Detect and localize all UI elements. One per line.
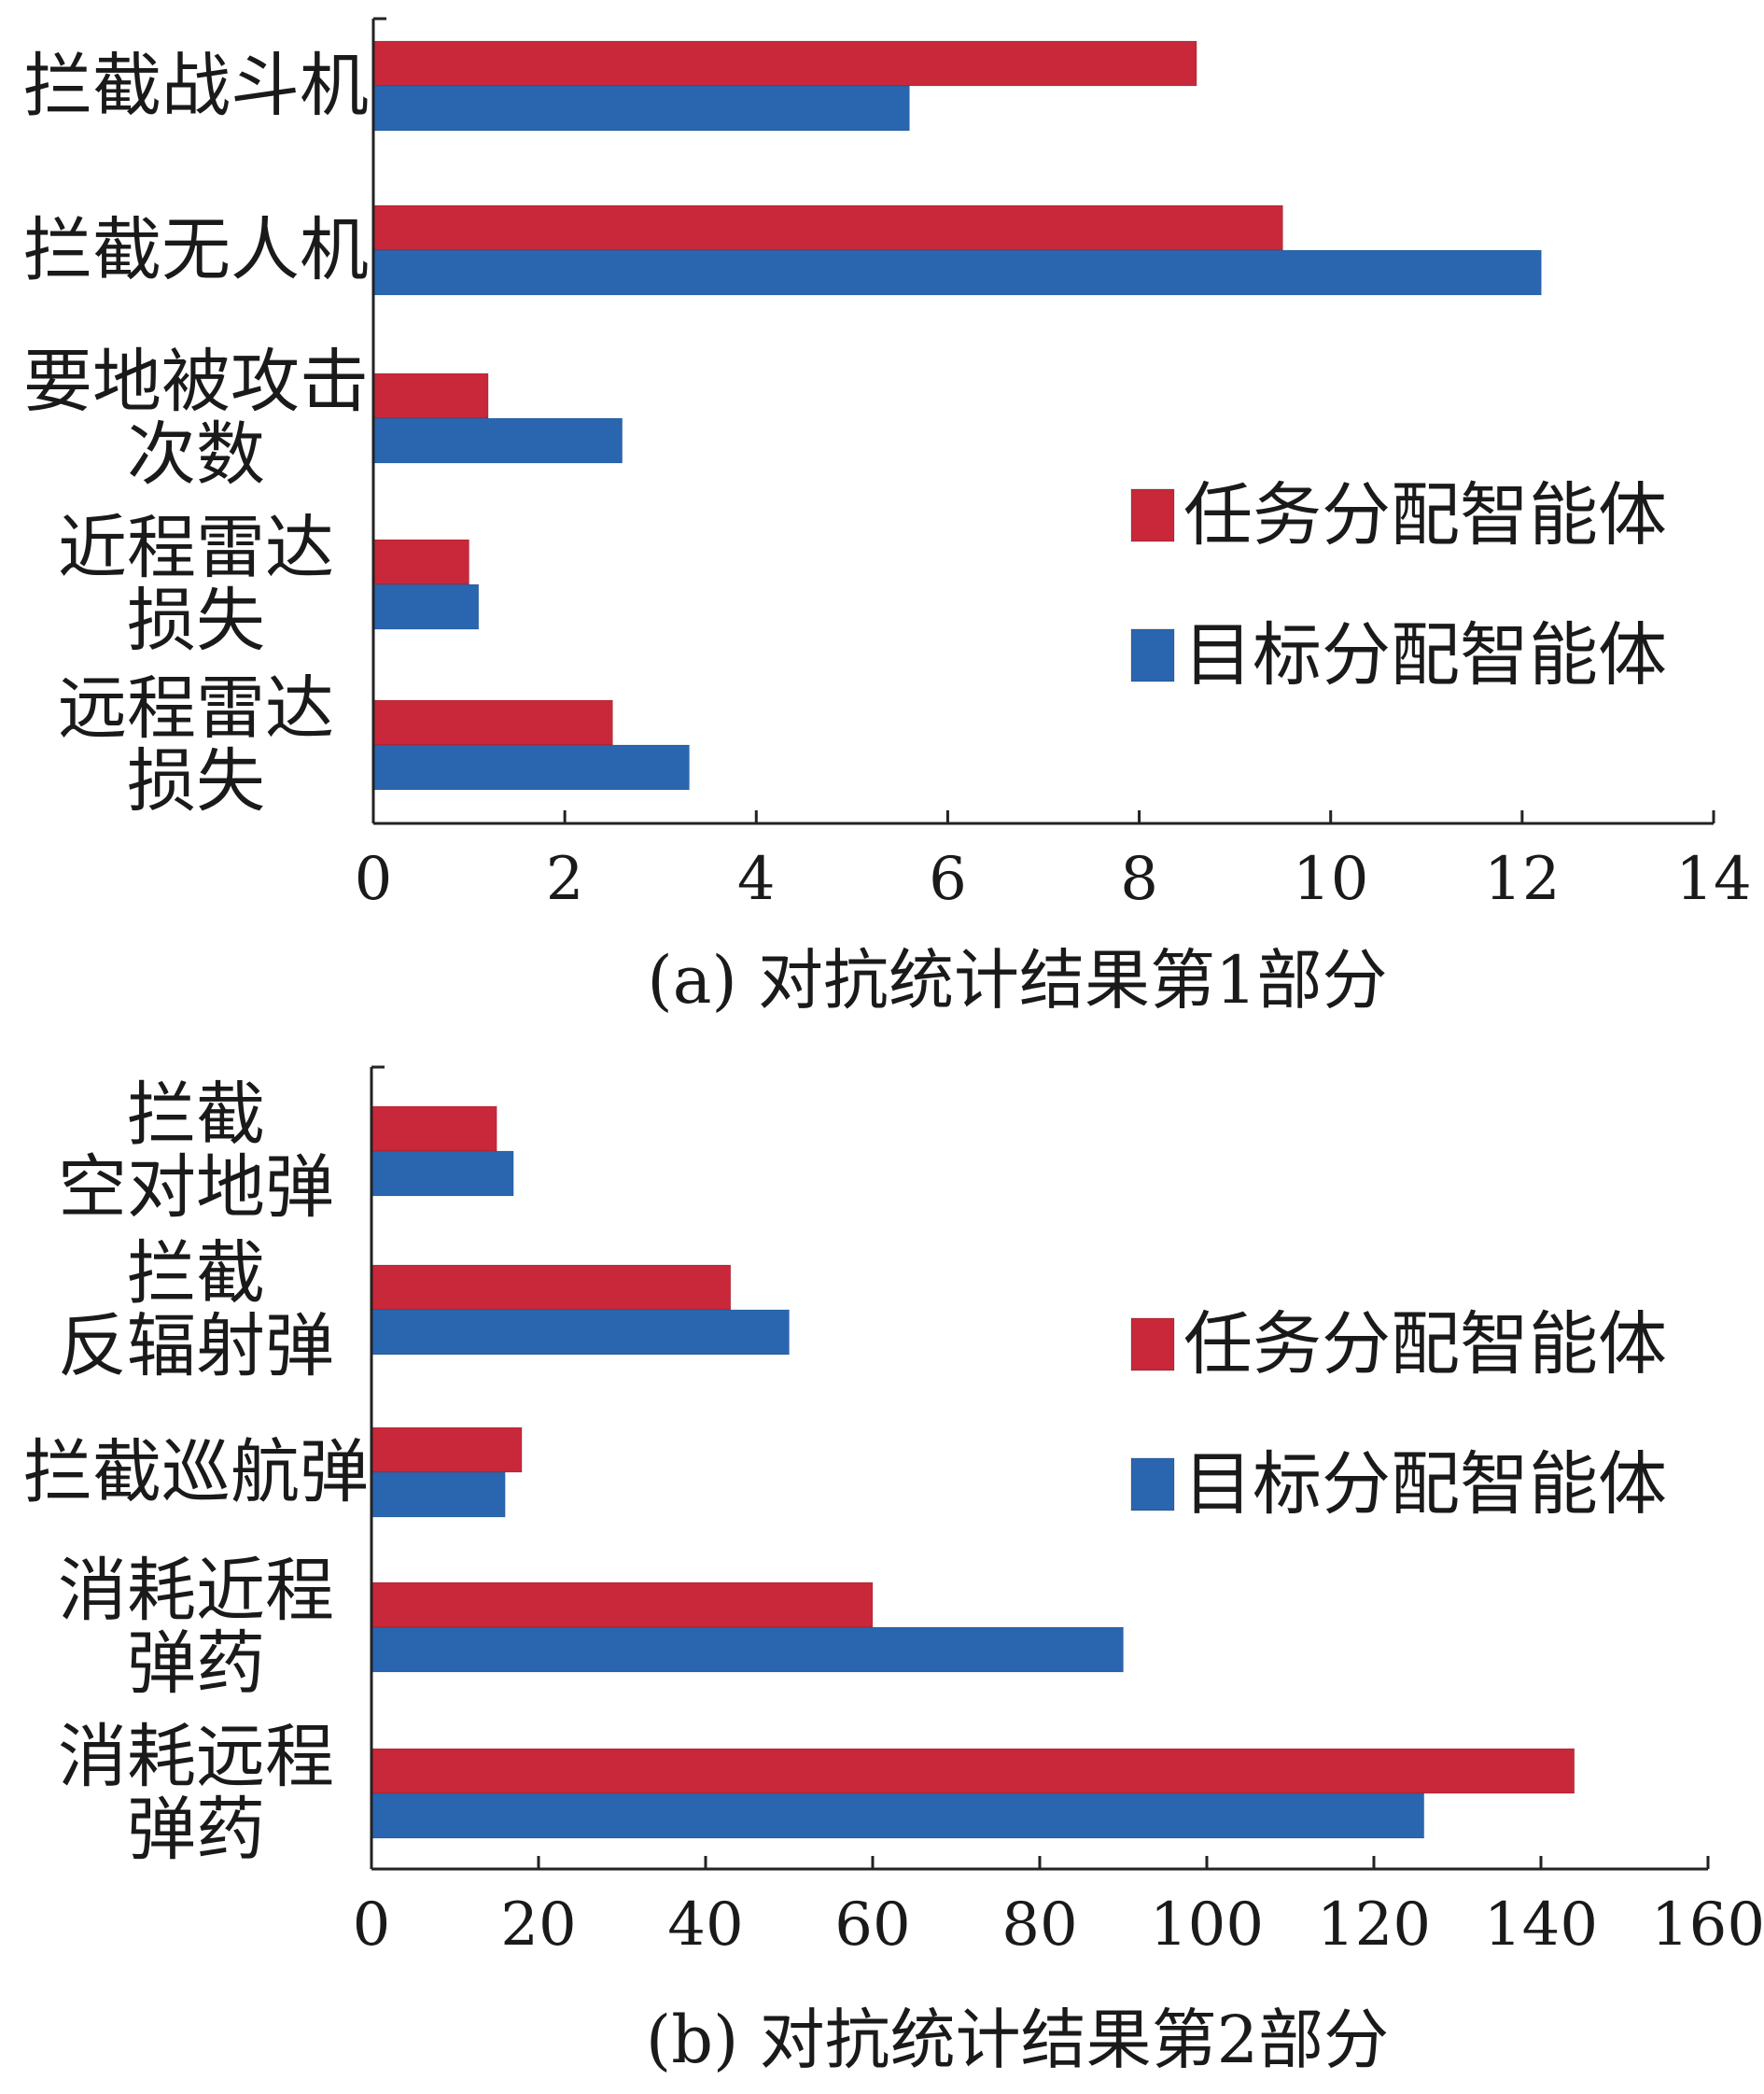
bar-target-1 bbox=[371, 1309, 790, 1356]
bar-task-2 bbox=[372, 372, 489, 419]
category-label-4-0: 远程雷达 bbox=[58, 668, 334, 749]
bar-task-4 bbox=[372, 699, 613, 746]
legend-swatch-target bbox=[1130, 628, 1175, 682]
bar-target-4 bbox=[371, 1792, 1425, 1839]
bar-target-0 bbox=[372, 85, 910, 132]
x-tick-label-6: 120 bbox=[1317, 1890, 1431, 1960]
x-tick-label-2: 4 bbox=[737, 845, 776, 914]
bar-task-4 bbox=[371, 1748, 1575, 1794]
category-label-2-0: 要地被攻击 bbox=[23, 342, 369, 422]
bar-task-0 bbox=[371, 1105, 497, 1152]
category-label-4-1: 损失 bbox=[127, 741, 265, 822]
category-label-4-1: 弹药 bbox=[127, 1790, 265, 1870]
category-label-3-1: 损失 bbox=[127, 581, 265, 661]
bar-task-3 bbox=[371, 1581, 874, 1628]
category-label-3-0: 近程雷达 bbox=[58, 508, 334, 588]
x-tick-label-7: 140 bbox=[1484, 1890, 1598, 1960]
bar-task-2 bbox=[371, 1426, 523, 1473]
chart-caption: (a) 对抗统计结果第1部分 bbox=[647, 942, 1387, 1019]
legend-swatch-target bbox=[1130, 1457, 1175, 1511]
category-label-3-1: 弹药 bbox=[127, 1623, 265, 1704]
x-tick-label-0: 0 bbox=[353, 1890, 391, 1960]
x-tick-label-6: 12 bbox=[1484, 845, 1560, 914]
bar-task-1 bbox=[371, 1264, 732, 1311]
category-label-0-0: 拦截战斗机 bbox=[23, 46, 369, 126]
legend-label-target: 目标分配智能体 bbox=[1183, 1444, 1667, 1525]
bar-target-3 bbox=[372, 583, 480, 630]
category-label-1-1: 反辐射弹 bbox=[58, 1306, 334, 1386]
x-tick-label-0: 0 bbox=[355, 845, 393, 914]
x-tick-label-3: 60 bbox=[834, 1890, 910, 1960]
category-label-3-0: 消耗近程 bbox=[58, 1551, 334, 1631]
legend-label-task: 任务分配智能体 bbox=[1183, 475, 1667, 555]
legend-swatch-task bbox=[1130, 1317, 1175, 1371]
legend-swatch-task bbox=[1130, 488, 1175, 542]
category-label-0-1: 空对地弹 bbox=[58, 1147, 334, 1228]
bar-task-0 bbox=[372, 40, 1197, 87]
x-tick-label-5: 10 bbox=[1293, 845, 1368, 914]
x-tick-label-4: 8 bbox=[1120, 845, 1158, 914]
bar-target-1 bbox=[372, 249, 1542, 296]
x-tick-label-4: 80 bbox=[1001, 1890, 1077, 1960]
chart-caption: (b) 对抗统计结果第2部分 bbox=[646, 2002, 1389, 2078]
x-tick-label-2: 40 bbox=[667, 1890, 743, 1960]
category-label-1-0: 拦截 bbox=[127, 1233, 265, 1314]
x-tick-label-7: 14 bbox=[1675, 845, 1751, 914]
category-label-1-0: 拦截无人机 bbox=[23, 210, 369, 290]
legend-label-target: 目标分配智能体 bbox=[1183, 615, 1667, 696]
category-label-2-1: 次数 bbox=[127, 415, 265, 495]
category-label-2-0: 拦截巡航弹 bbox=[23, 1432, 369, 1512]
x-tick-label-3: 6 bbox=[929, 845, 967, 914]
category-label-4-0: 消耗远程 bbox=[58, 1717, 334, 1797]
bar-task-1 bbox=[372, 204, 1283, 251]
bar-target-4 bbox=[372, 744, 690, 791]
x-tick-label-1: 2 bbox=[546, 845, 584, 914]
x-tick-label-1: 20 bbox=[500, 1890, 576, 1960]
bar-target-3 bbox=[371, 1626, 1124, 1673]
bar-target-0 bbox=[371, 1150, 514, 1197]
bar-task-3 bbox=[372, 539, 470, 585]
category-label-0-0: 拦截 bbox=[127, 1075, 265, 1155]
bar-target-2 bbox=[371, 1471, 506, 1518]
x-tick-label-8: 160 bbox=[1651, 1890, 1764, 1960]
bar-target-2 bbox=[372, 417, 623, 464]
legend-label-task: 任务分配智能体 bbox=[1183, 1304, 1667, 1384]
x-tick-label-5: 100 bbox=[1150, 1890, 1264, 1960]
